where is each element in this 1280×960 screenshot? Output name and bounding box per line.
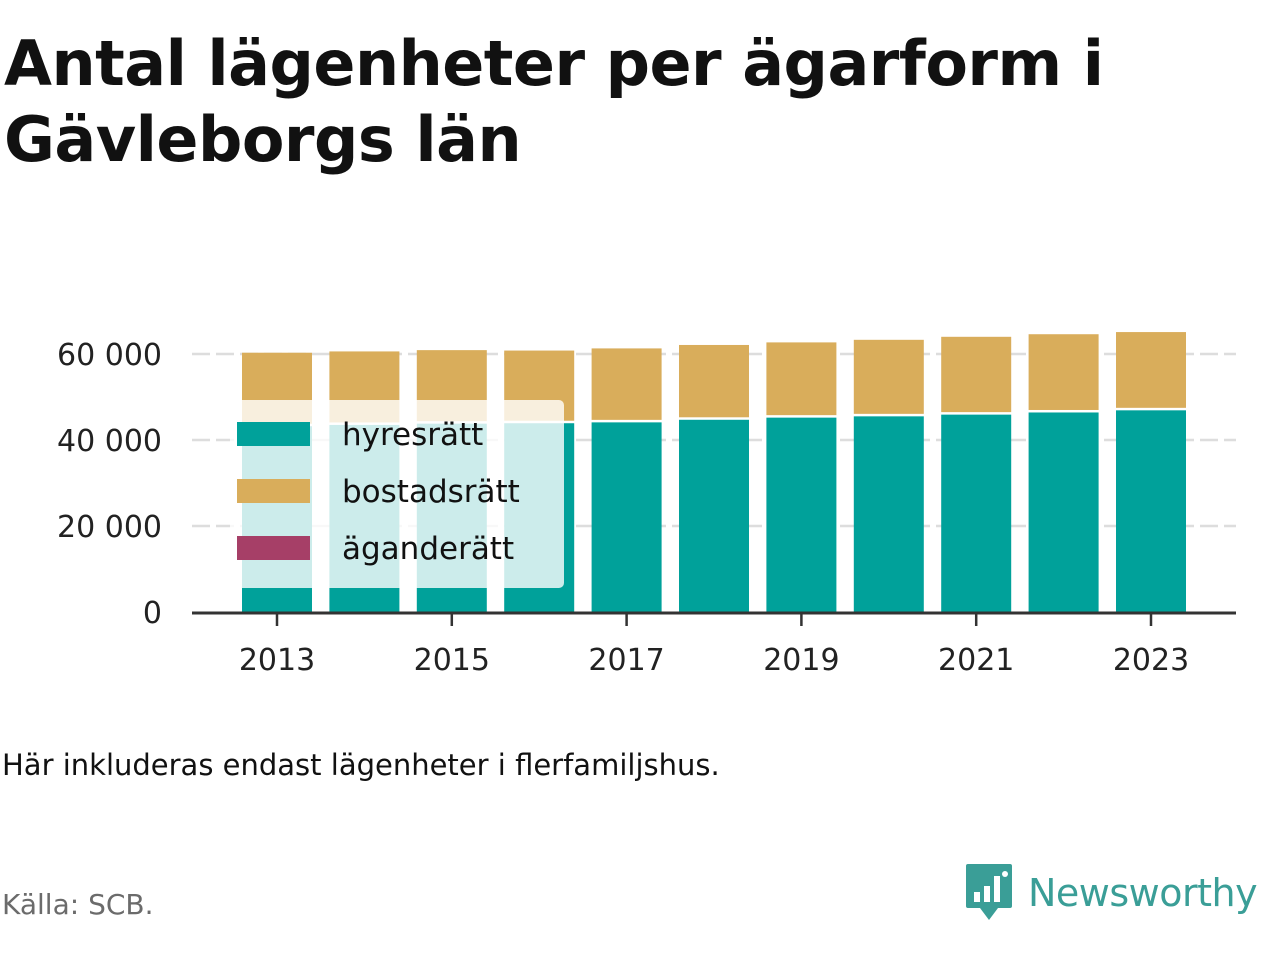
newsworthy-logo-icon bbox=[966, 864, 1012, 920]
bar-bostadsrätt-2023 bbox=[1116, 332, 1186, 408]
y-tick-label: 40 000 bbox=[57, 424, 162, 459]
bar-bostadsrätt-2017 bbox=[591, 348, 662, 420]
brand-name: Newsworthy bbox=[1028, 871, 1258, 915]
legend-swatch bbox=[237, 479, 310, 503]
x-tick-label: 2015 bbox=[414, 643, 490, 678]
y-tick-label: 60 000 bbox=[57, 338, 162, 373]
bar-hyresrätt-2019 bbox=[766, 417, 837, 612]
bar-bostadsrätt-2020 bbox=[853, 339, 924, 414]
brand-logo: Newsworthy bbox=[964, 862, 1258, 924]
bar-bostadsrätt-2018 bbox=[679, 344, 749, 418]
x-axis: 2013 2015 2017 2019 2021 2023 bbox=[192, 611, 1236, 678]
x-tick-label: 2023 bbox=[1113, 643, 1189, 678]
bar-bostadsrätt-2022 bbox=[1028, 334, 1099, 410]
x-tick-label: 2013 bbox=[239, 643, 315, 678]
bar-hyresrätt-2020 bbox=[853, 416, 924, 612]
y-tick-label: 0 bbox=[143, 596, 162, 631]
chart-note: Här inkluderas endast lägenheter i flerf… bbox=[2, 748, 720, 782]
x-tick-label: 2021 bbox=[938, 643, 1014, 678]
bar-bostadsrätt-2021 bbox=[941, 336, 1012, 413]
y-tick-label: 20 000 bbox=[57, 510, 162, 545]
legend-label: hyresrätt bbox=[342, 417, 483, 453]
y-axis: 0 20 000 40 000 60 000 bbox=[57, 338, 162, 631]
x-tick-label: 2019 bbox=[763, 643, 839, 678]
stacked-bar-chart: 0 20 000 40 000 60 000 2013 2015 2017 2019 2021… bbox=[57, 332, 1236, 678]
legend-label: äganderätt bbox=[342, 531, 514, 567]
legend-label: bostadsrätt bbox=[342, 474, 520, 510]
bar-hyresrätt-2023 bbox=[1116, 410, 1186, 612]
chart-title: Antal lägenheter per ägarform i Gävlebor… bbox=[4, 27, 1104, 176]
source-text: Källa: SCB. bbox=[2, 888, 154, 921]
legend-background bbox=[230, 400, 564, 588]
bar-hyresrätt-2018 bbox=[679, 419, 749, 612]
bar-hyresrätt-2022 bbox=[1028, 412, 1099, 612]
legend-swatch bbox=[237, 422, 310, 446]
x-tick-label: 2017 bbox=[588, 643, 664, 678]
legend-swatch bbox=[237, 536, 310, 560]
bar-hyresrätt-2021 bbox=[941, 414, 1012, 612]
bar-bostadsrätt-2019 bbox=[766, 342, 837, 416]
bar-hyresrätt-2017 bbox=[591, 422, 662, 612]
legend: hyresrätt bostadsrätt äganderätt bbox=[230, 400, 564, 588]
